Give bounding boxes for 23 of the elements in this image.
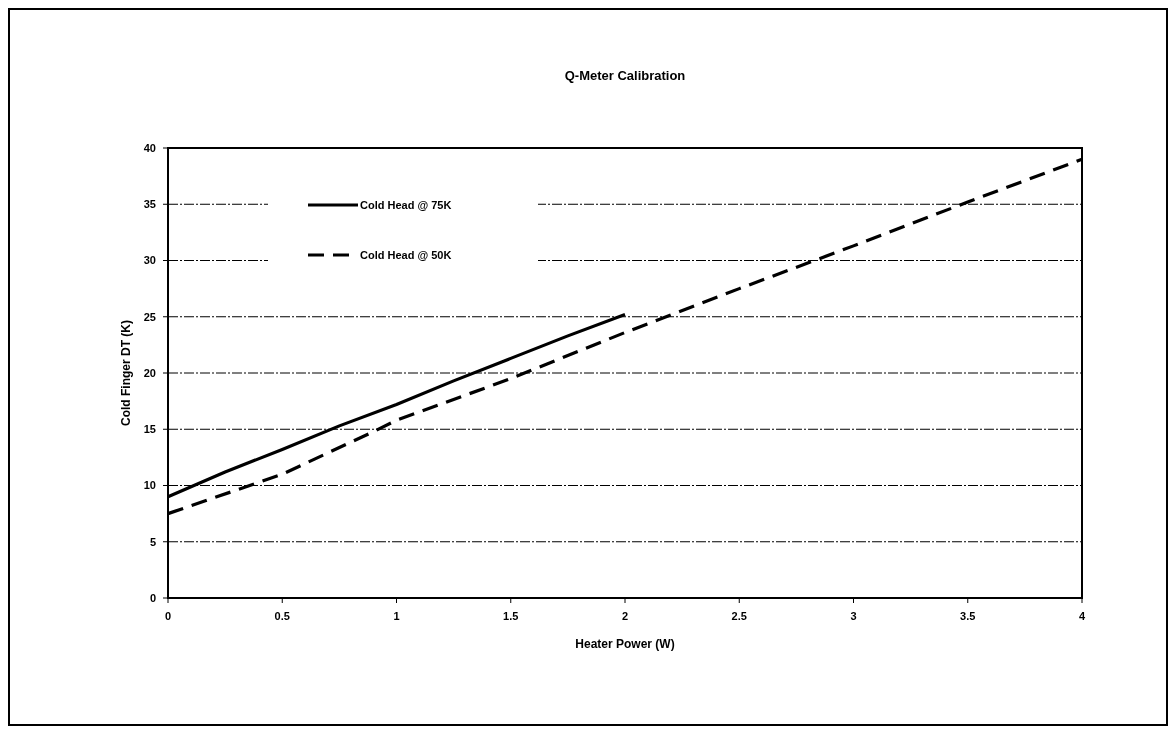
x-tick-label: 1 (393, 610, 400, 622)
x-tick-label: 0.5 (274, 610, 290, 622)
y-tick-label: 5 (149, 535, 156, 548)
x-tick-label: 2 (621, 610, 629, 622)
x-tick-label: 1.5 (503, 610, 519, 622)
y-tick-label: 30 (143, 254, 156, 267)
y-tick-label: 20 (143, 366, 156, 379)
chart-title: Q-Meter Calibration (564, 68, 686, 83)
x-tick-label: 4 (1078, 610, 1086, 622)
y-tick-label: 25 (143, 310, 156, 323)
y-axis-title: Cold Finger DT (K) (119, 320, 133, 426)
x-tick-label: 3 (850, 610, 857, 622)
legend-label: Cold Head @ 50K (360, 248, 452, 261)
y-tick-label: 15 (143, 423, 156, 436)
y-tick-label: 10 (143, 479, 156, 492)
legend-label: Cold Head @ 75K (360, 198, 452, 211)
y-tick-label: 35 (143, 198, 156, 211)
x-tick-label: 0 (164, 610, 172, 622)
x-axis-title: Heater Power (W) (575, 637, 675, 651)
x-tick-label: 2.5 (731, 610, 747, 622)
y-tick-label: 0 (149, 591, 156, 604)
x-tick-label: 3.5 (960, 610, 976, 622)
y-tick-label: 40 (143, 141, 156, 154)
